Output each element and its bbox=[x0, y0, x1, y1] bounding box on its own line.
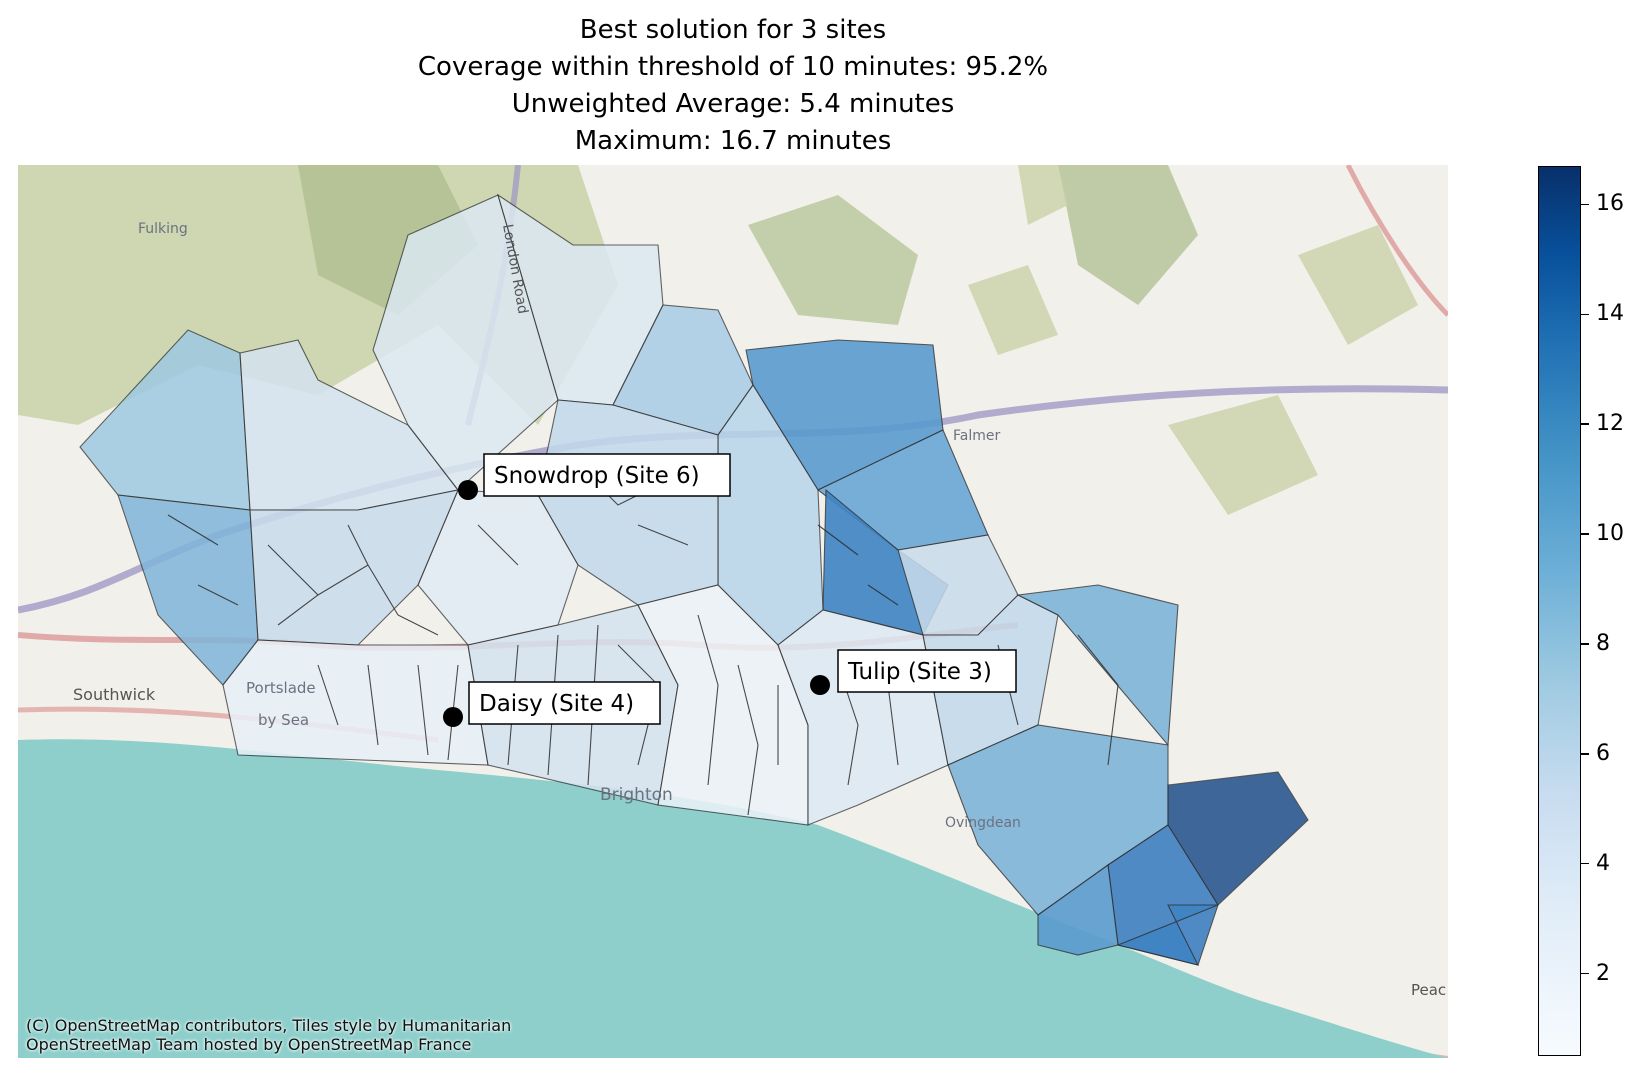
colorbar-tick-mark bbox=[1581, 972, 1589, 975]
colorbar-tick-label: 6 bbox=[1596, 740, 1610, 766]
title-line-3: Unweighted Average: 5.4 minutes bbox=[511, 89, 955, 119]
map-svg: Snowdrop (Site 6) Daisy (Site 4) Tulip (… bbox=[18, 165, 1448, 1058]
attribution-line-2: OpenStreetMap Team hosted by OpenStreetM… bbox=[26, 1035, 472, 1054]
colorbar-tick-mark bbox=[1581, 313, 1589, 316]
map-title: Best solution for 3 sites Coverage withi… bbox=[18, 12, 1448, 160]
colorbar-tick-label: 2 bbox=[1596, 960, 1610, 986]
place-label-southwick: Southwick bbox=[73, 685, 156, 704]
colorbar-tick-mark bbox=[1581, 643, 1589, 645]
road-east bbox=[1345, 165, 1448, 317]
zone-saltdean-west[interactable] bbox=[1037, 864, 1119, 956]
colorbar bbox=[1538, 166, 1581, 1056]
colorbar-tick-mark bbox=[1581, 862, 1589, 865]
place-label-falmer: Falmer bbox=[953, 428, 1000, 444]
site-label-box bbox=[468, 681, 661, 725]
zone-woodingdean[interactable] bbox=[1016, 584, 1179, 747]
sea bbox=[18, 739, 1448, 1058]
place-label-portslade: Portslade bbox=[246, 679, 316, 697]
attribution-line-1: (C) OpenStreetMap contributors, Tiles st… bbox=[26, 1016, 512, 1035]
place-label-ovingdean: Ovingdean bbox=[945, 815, 1021, 831]
site-daisy[interactable]: Daisy (Site 4) bbox=[443, 681, 661, 727]
site-marker[interactable] bbox=[443, 707, 463, 727]
title-line-2: Coverage within threshold of 10 minutes:… bbox=[417, 52, 1049, 82]
colorbar-tick-label: 8 bbox=[1596, 630, 1610, 656]
place-label-brighton: Brighton bbox=[600, 785, 673, 805]
site-label-tulip: Tulip (Site 3) bbox=[847, 659, 992, 685]
colorbar-tick-label: 4 bbox=[1596, 850, 1610, 876]
title-line-4: Maximum: 16.7 minutes bbox=[574, 126, 892, 156]
field-patch bbox=[1298, 225, 1418, 345]
title-line-1: Best solution for 3 sites bbox=[579, 15, 887, 45]
place-label-fulking: Fulking bbox=[138, 221, 188, 237]
zone-portslade-south[interactable] bbox=[222, 639, 489, 766]
zone-saltdean-coast[interactable] bbox=[1116, 904, 1219, 966]
site-label-daisy: Daisy (Site 4) bbox=[479, 691, 634, 717]
map-canvas[interactable]: Snowdrop (Site 6) Daisy (Site 4) Tulip (… bbox=[18, 165, 1448, 1058]
colorbar-tick-mark bbox=[1581, 423, 1589, 425]
site-snowdrop[interactable]: Snowdrop (Site 6) bbox=[458, 453, 731, 500]
field-patch bbox=[1168, 395, 1318, 515]
woodland-patch bbox=[748, 195, 918, 325]
colorbar-tick-mark bbox=[1581, 533, 1589, 535]
site-tulip[interactable]: Tulip (Site 3) bbox=[810, 649, 1017, 695]
woodland-patch bbox=[1058, 165, 1198, 305]
field-patch bbox=[968, 265, 1058, 355]
colorbar-tick-label: 10 bbox=[1596, 521, 1624, 547]
field-patch bbox=[1018, 165, 1068, 225]
colorbar-tick-label: 16 bbox=[1596, 191, 1624, 217]
site-label-snowdrop: Snowdrop (Site 6) bbox=[494, 463, 700, 489]
site-marker[interactable] bbox=[458, 480, 478, 500]
colorbar-tick-label: 12 bbox=[1596, 411, 1624, 437]
colorbar-tick-mark bbox=[1581, 753, 1589, 755]
place-label-by-sea: by Sea bbox=[258, 711, 309, 729]
zone-saltdean-east[interactable] bbox=[1167, 771, 1309, 906]
map-attribution: (C) OpenStreetMap contributors, Tiles st… bbox=[26, 1016, 511, 1054]
site-label-box bbox=[837, 649, 1017, 693]
place-label-peac: Peac bbox=[1411, 981, 1446, 999]
colorbar-tick-mark bbox=[1581, 203, 1589, 206]
site-label-box bbox=[483, 453, 731, 497]
site-marker[interactable] bbox=[810, 675, 830, 695]
colorbar-tick-label: 14 bbox=[1596, 301, 1624, 327]
